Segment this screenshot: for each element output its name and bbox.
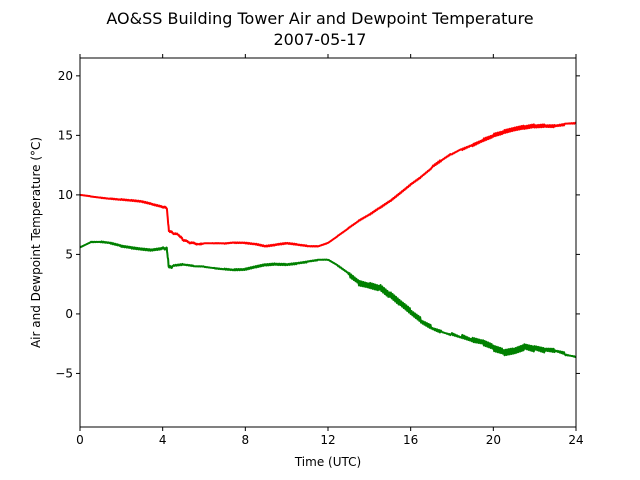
x-tick-label: 8: [242, 433, 250, 447]
x-axis-label: Time (UTC): [294, 455, 361, 469]
y-tick-label: 5: [65, 247, 73, 261]
series-line-2: [79, 240, 577, 358]
y-axis-label: Air and Dewpoint Temperature (°C): [29, 137, 43, 348]
y-tick-label: 0: [65, 307, 73, 321]
x-tick-label: 16: [403, 433, 418, 447]
y-tick-label: 15: [58, 128, 73, 142]
series-layer: [79, 121, 577, 358]
plot-area: [79, 57, 577, 428]
x-axis-ticks: 0 4 8 12 16 20 24: [76, 54, 584, 447]
x-tick-label: 24: [568, 433, 583, 447]
chart-subtitle: 2007-05-17: [274, 30, 367, 49]
x-tick-label: 4: [159, 433, 167, 447]
x-tick-label: 0: [76, 433, 84, 447]
y-tick-label: 20: [58, 69, 73, 83]
x-tick-label: 12: [320, 433, 335, 447]
series-line-1: [79, 121, 577, 248]
y-axis-ticks: −5 0 5 10 15 20: [55, 69, 580, 380]
x-tick-label: 20: [486, 433, 501, 447]
chart-title: AO&SS Building Tower Air and Dewpoint Te…: [106, 9, 533, 28]
y-tick-label: 10: [58, 188, 73, 202]
y-tick-label: −5: [55, 366, 73, 380]
